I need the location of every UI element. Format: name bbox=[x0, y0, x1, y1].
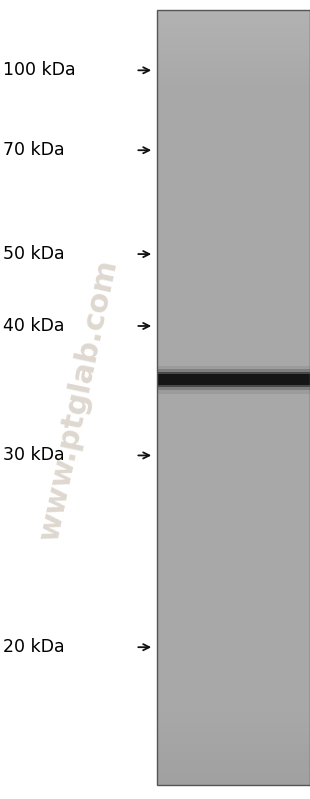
Text: 100 kDa: 100 kDa bbox=[3, 62, 76, 79]
Text: 70 kDa: 70 kDa bbox=[3, 141, 65, 159]
Bar bbox=[157, 10, 310, 785]
Bar bbox=[157, 10, 310, 785]
Text: 50 kDa: 50 kDa bbox=[3, 245, 65, 263]
Text: 20 kDa: 20 kDa bbox=[3, 638, 65, 656]
Text: 30 kDa: 30 kDa bbox=[3, 447, 65, 464]
Text: www.ptglab.com: www.ptglab.com bbox=[35, 256, 123, 543]
Text: 40 kDa: 40 kDa bbox=[3, 317, 64, 335]
